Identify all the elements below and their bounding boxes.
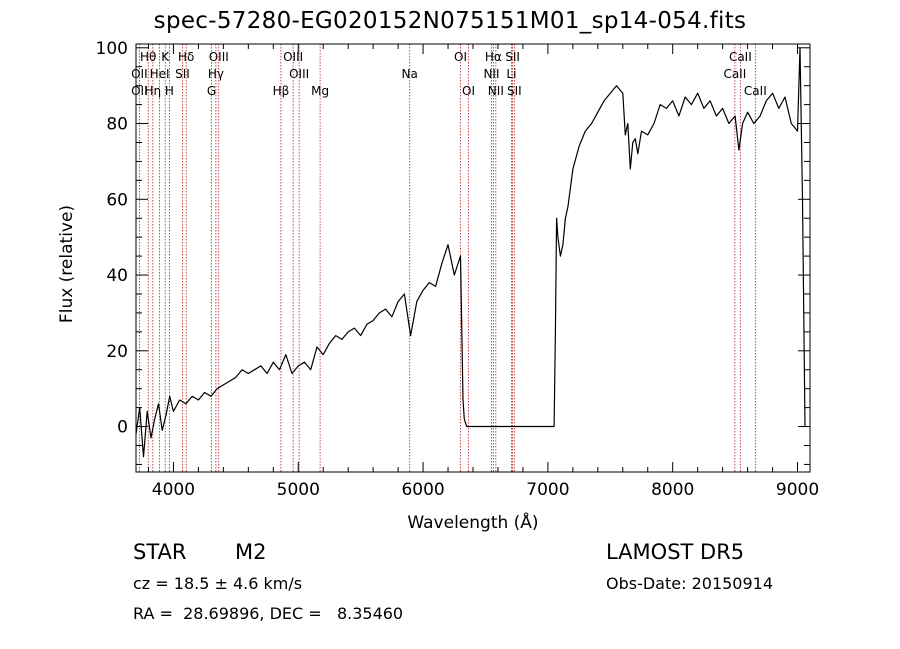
line-label: HeI [150, 67, 170, 81]
x-axis-label: Wavelength (Å) [407, 511, 538, 533]
line-label: OII [131, 84, 148, 98]
y-tick-label: 40 [106, 266, 128, 286]
line-label: Hγ [208, 67, 224, 81]
x-axis: 4000 5000 6000 7000 8000 9000 [147, 44, 819, 500]
line-label: NII [483, 67, 499, 81]
coordinates-text: RA = 28.69896, DEC = 8.35460 [133, 604, 404, 623]
line-label: Hδ [178, 50, 194, 64]
spectral-line-markers [138, 44, 756, 472]
x-tick-label: 7000 [526, 480, 569, 500]
survey-name: LAMOST DR5 [606, 540, 745, 564]
line-label: Hα [485, 50, 502, 64]
redshift-velocity: cz = 18.5 ± 4.6 km/s [133, 574, 303, 593]
line-label: G [207, 84, 216, 98]
y-axis: 0 20 40 60 80 100 [96, 39, 810, 465]
line-label: SII [175, 67, 190, 81]
line-label: CaII [729, 50, 752, 64]
object-class: STAR [133, 540, 187, 564]
y-axis-label: Flux (relative) [57, 205, 77, 323]
y-tick-label: 100 [96, 39, 128, 59]
x-tick-label: 8000 [651, 480, 694, 500]
plot-frame [135, 43, 811, 473]
object-subclass: M2 [235, 540, 267, 564]
x-tick-label: 4000 [152, 480, 195, 500]
line-label: Mg [311, 84, 329, 98]
x-tick-label: 5000 [277, 480, 320, 500]
line-label: SII [507, 84, 522, 98]
y-tick-label: 0 [117, 418, 128, 438]
x-tick-label: 9000 [776, 480, 819, 500]
line-label: Li [506, 67, 516, 81]
line-label: CaII [723, 67, 746, 81]
line-label: SII [505, 50, 520, 64]
line-label: OIII [283, 50, 303, 64]
line-label: Hθ [140, 50, 156, 64]
line-label: OII [131, 67, 148, 81]
line-label: OI [454, 50, 467, 64]
observation-date: Obs-Date: 20150914 [606, 574, 774, 593]
line-label: NII [488, 84, 504, 98]
line-label: H [165, 84, 174, 98]
x-tick-label: 6000 [401, 480, 444, 500]
line-label: OI [462, 84, 475, 98]
line-label: OIII [289, 67, 309, 81]
line-label: Hβ [273, 84, 290, 98]
y-tick-label: 60 [106, 190, 128, 210]
line-label: CaII [744, 84, 767, 98]
y-tick-label: 20 [106, 342, 128, 362]
spectrum-series-line [135, 47, 806, 458]
line-label: Hη [145, 84, 162, 98]
line-label: Na [402, 67, 418, 81]
sky-coordinates: RA = 28.69896, DEC = 8.35460 [133, 604, 403, 623]
line-label: OIII [209, 50, 229, 64]
chart-title: spec-57280-EG020152N075151M01_sp14-054.f… [153, 8, 747, 34]
y-tick-label: 80 [106, 115, 128, 135]
line-label: K [161, 50, 170, 64]
